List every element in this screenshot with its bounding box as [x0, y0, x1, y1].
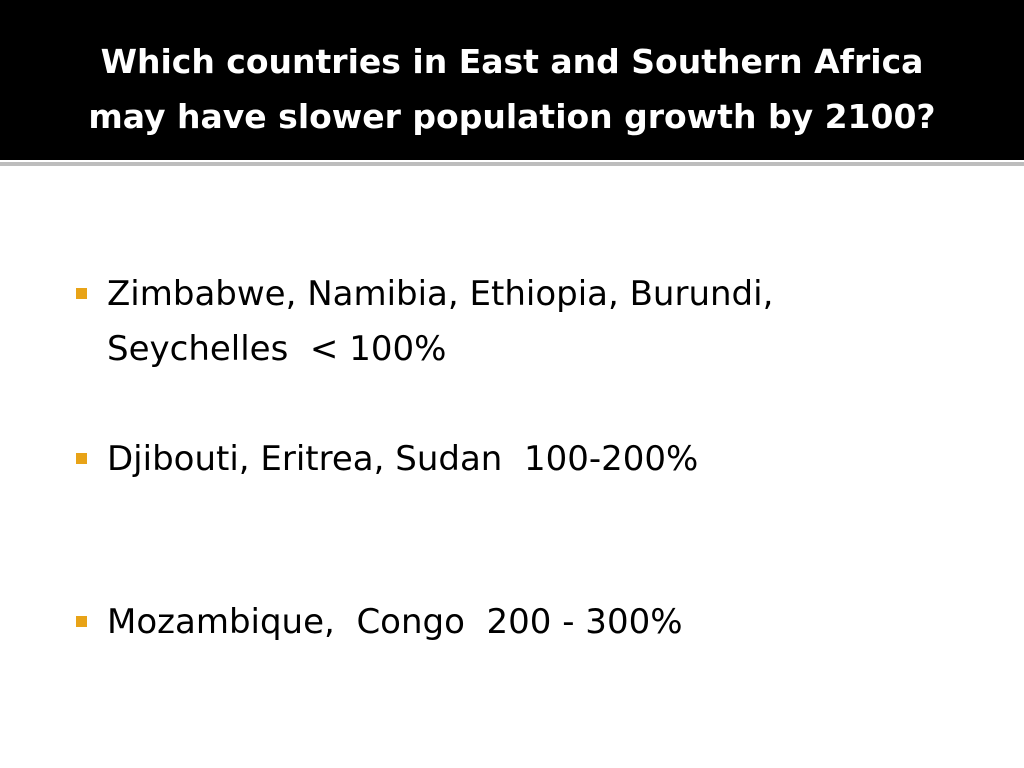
slide-title: Which countries in East and Southern Afr…	[100, 42, 924, 81]
bullet-icon	[76, 288, 87, 299]
bullet-text: Mozambique, Congo 200 - 300%	[107, 602, 683, 642]
bullet-text: Zimbabwe, Namibia, Ethiopia, Burundi,	[107, 274, 774, 314]
bullet-text: Djibouti, Eritrea, Sudan 100-200%	[107, 439, 699, 479]
bullet-text: Seychelles < 100%	[107, 329, 447, 369]
title-bar	[0, 0, 1024, 160]
bullet-icon	[76, 453, 87, 464]
slide-title: may have slower population growth by 210…	[88, 97, 936, 136]
bullet-icon	[76, 616, 87, 627]
title-rule	[0, 162, 1024, 166]
